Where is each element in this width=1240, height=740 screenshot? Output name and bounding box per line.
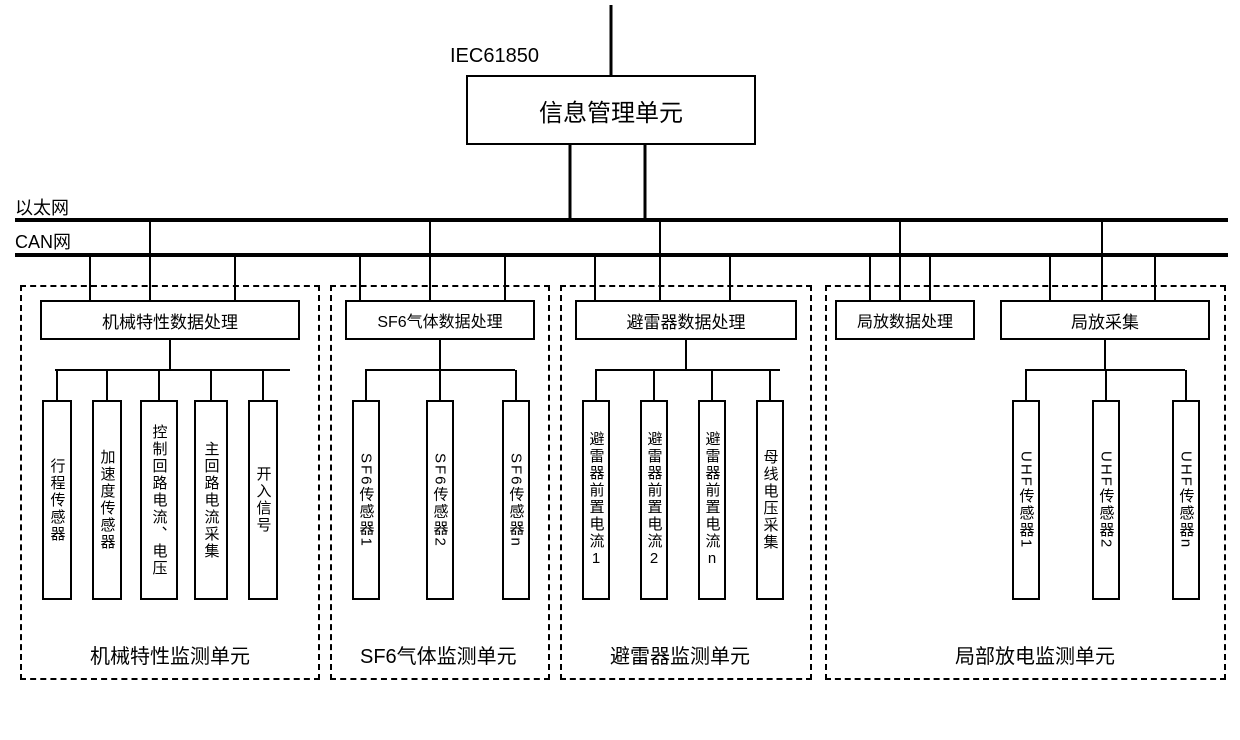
sensor-1-1: SF6传感器2 bbox=[426, 400, 454, 600]
top-protocol-label: IEC61850 bbox=[450, 45, 539, 68]
can-label: CAN网 bbox=[15, 228, 71, 254]
sensor-1-0: SF6传感器1 bbox=[352, 400, 380, 600]
sensor-2-0: 避雷器前置电流1 bbox=[582, 400, 610, 600]
unit-caption-3: 局部放电监测单元 bbox=[955, 640, 1115, 669]
ethernet-label: 以太网 bbox=[15, 194, 69, 220]
sensor-0-4: 开入信号 bbox=[248, 400, 278, 600]
unit-caption-2: 避雷器监测单元 bbox=[610, 640, 750, 669]
unit-caption-0: 机械特性监测单元 bbox=[90, 640, 250, 669]
sensor-1-2: SF6传感器n bbox=[502, 400, 530, 600]
unit-caption-1: SF6气体监测单元 bbox=[360, 640, 517, 669]
proc-box-1-0: SF6气体数据处理 bbox=[345, 300, 535, 340]
proc-box-3-0: 局放数据处理 bbox=[835, 300, 975, 340]
sensor-2-2: 避雷器前置电流n bbox=[698, 400, 726, 600]
proc-box-2-0: 避雷器数据处理 bbox=[575, 300, 797, 340]
sensor-0-0: 行程传感器 bbox=[42, 400, 72, 600]
sensor-3-0: UHF传感器1 bbox=[1012, 400, 1040, 600]
sensor-0-2: 控制回路电流︑电压 bbox=[140, 400, 178, 600]
sensor-2-1: 避雷器前置电流2 bbox=[640, 400, 668, 600]
sensor-0-3: 主回路电流采集 bbox=[194, 400, 228, 600]
sensor-2-3: 母线电压采集 bbox=[756, 400, 784, 600]
sensor-0-1: 加速度传感器 bbox=[92, 400, 122, 600]
main-unit-box: 信息管理单元 bbox=[466, 75, 756, 145]
sensor-3-2: UHF传感器n bbox=[1172, 400, 1200, 600]
proc-box-0-0: 机械特性数据处理 bbox=[40, 300, 300, 340]
proc-box-3-1: 局放采集 bbox=[1000, 300, 1210, 340]
sensor-3-1: UHF传感器2 bbox=[1092, 400, 1120, 600]
